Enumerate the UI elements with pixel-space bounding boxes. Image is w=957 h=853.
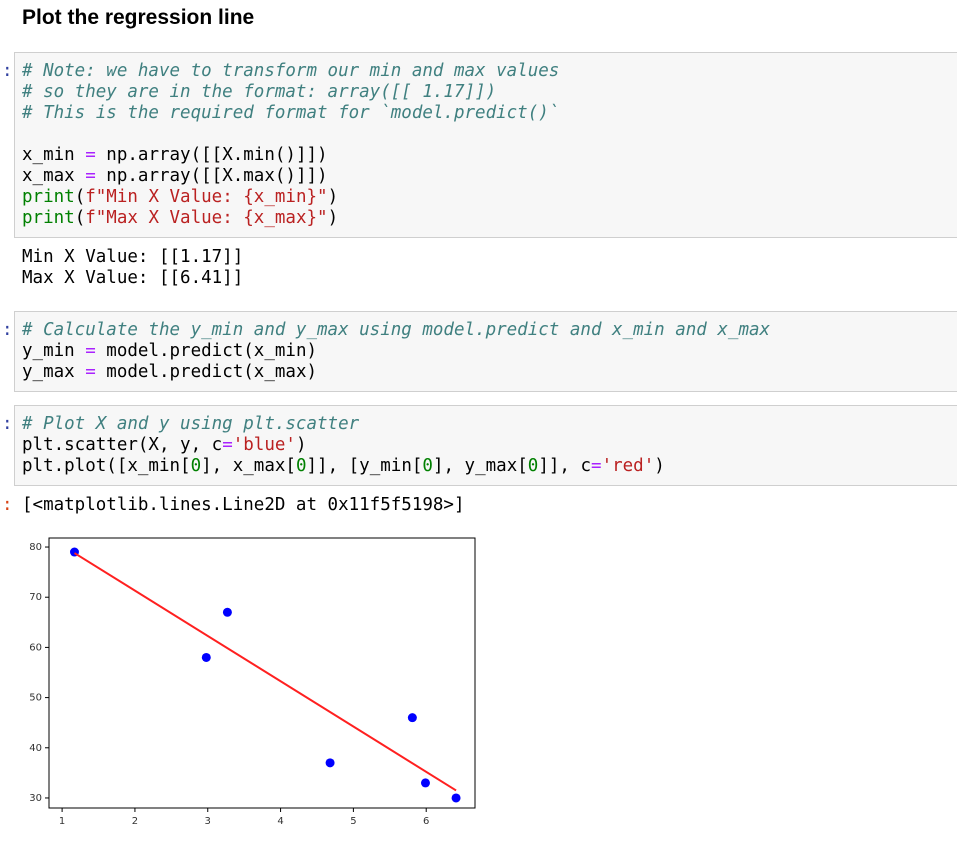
code-cell: # Plot X and y using plt.scatter plt.scat… (14, 405, 957, 486)
x-tick-label: 3 (205, 816, 211, 827)
code-line: y_min = model.predict(x_min) (22, 341, 318, 361)
plot-area (49, 538, 475, 808)
x-tick-label: 5 (350, 816, 356, 827)
y-tick-label: 70 (29, 592, 42, 603)
input-prompt: : (2, 320, 13, 340)
heading: Plot the regression line (22, 6, 255, 29)
code-cell: # Calculate the y_min and y_max using mo… (14, 311, 957, 392)
output-line: Max X Value: [[6.41]] (22, 267, 244, 288)
plot: 30 40 50 60 70 80 1 2 3 4 5 6 (29, 537, 476, 827)
code-cell: # Note: we have to transform our min and… (14, 52, 957, 238)
input-prompt: : (2, 414, 13, 434)
code-line: print(f"Max X Value: {x_max}") (22, 208, 339, 228)
code-block: # Note: we have to transform our min and… (22, 61, 957, 124)
code-line: # so they are in the format: array([[ 1.… (22, 82, 497, 102)
code-line: # This is the required format for `model… (22, 103, 560, 123)
code-line: # Calculate the y_min and y_max using mo… (22, 320, 771, 340)
scatter-point (420, 778, 430, 788)
output-line: [<matplotlib.lines.Line2D at 0x11f5f5198… (22, 495, 465, 515)
code-line: plt.plot([x_min[0], x_max[0]], [y_min[0]… (22, 456, 665, 476)
output-line: Min X Value: [[1.17]] (22, 247, 244, 267)
code-block: x_min = np.array([[X.min()]]) x_max = np.… (22, 145, 957, 229)
scatter-point (407, 713, 417, 723)
y-tick-label: 50 (29, 693, 42, 704)
y-tick-label: 30 (29, 793, 42, 804)
code-line: x_min = np.array([[X.min()]]) (22, 145, 328, 165)
code-line: print(f"Min X Value: {x_min}") (22, 187, 339, 207)
x-tick-label: 2 (132, 816, 138, 827)
axes-frame (48, 537, 476, 809)
output-prompt: : (2, 495, 13, 515)
y-tick-label: 80 (29, 542, 42, 553)
code-line: x_max = np.array([[X.max()]]) (22, 166, 328, 186)
input-prompt: : (2, 61, 13, 81)
scatter-point (325, 758, 335, 768)
y-tick-label: 40 (29, 743, 42, 754)
scatter-point (451, 793, 461, 803)
code-line: # Note: we have to transform our min and… (22, 61, 560, 81)
y-tick-label: 60 (29, 642, 42, 653)
scatter-point (201, 652, 211, 662)
regression-line (73, 552, 457, 792)
code-line: y_max = model.predict(x_max) (22, 362, 318, 382)
x-tick-label: 1 (59, 816, 65, 827)
code-block: # Calculate the y_min and y_max using mo… (22, 320, 957, 383)
code-line: # Plot X and y using plt.scatter (22, 414, 360, 434)
x-tick-label: 6 (423, 816, 429, 827)
scatter-point (222, 607, 232, 617)
code-block: # Plot X and y using plt.scatter plt.scat… (22, 414, 957, 477)
code-line: plt.scatter(X, y, c='blue') (22, 435, 307, 455)
x-tick-label: 4 (277, 816, 283, 827)
